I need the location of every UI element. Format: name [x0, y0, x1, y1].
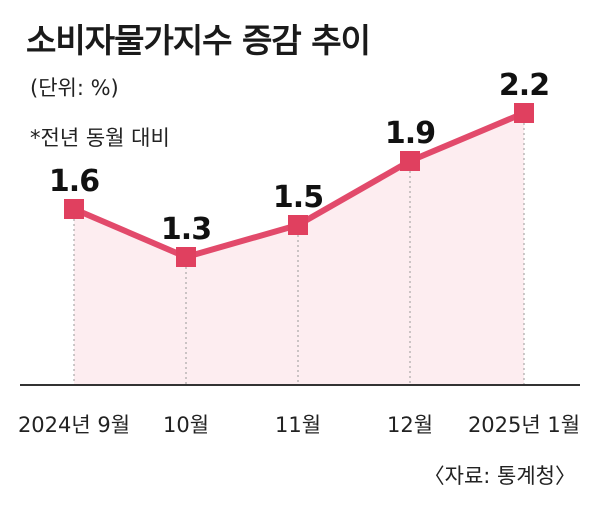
unit-label: (단위: %) [30, 76, 119, 100]
data-label-2: 1.5 [273, 180, 323, 215]
x-tick-labels: 2024년 9월 10월 11월 12월 2025년 1월 [18, 413, 580, 437]
x-tick-label-1: 10월 [163, 413, 209, 437]
chart-title: 소비자물가지수 증감 추이 [26, 21, 371, 60]
data-label-1: 1.3 [161, 212, 211, 247]
drop-lines [73, 113, 525, 385]
data-point-3 [400, 151, 420, 171]
x-tick-label-4: 2025년 1월 [468, 413, 580, 437]
x-tick-label-0: 2024년 9월 [18, 413, 130, 437]
data-label-0: 1.6 [49, 164, 99, 199]
data-point-0 [64, 199, 84, 219]
x-tick-label-3: 12월 [387, 413, 433, 437]
x-tick-label-2: 11월 [275, 413, 321, 437]
note-label: *전년 동월 대비 [30, 126, 170, 150]
data-point-2 [288, 215, 308, 235]
data-labels: 1.6 1.3 1.5 1.9 2.2 [49, 68, 550, 247]
markers [64, 103, 534, 267]
data-label-4: 2.2 [499, 68, 549, 103]
data-point-1 [176, 247, 196, 267]
area-fill [74, 113, 524, 385]
data-label-3: 1.9 [385, 116, 435, 151]
data-point-4 [514, 103, 534, 123]
source-label: 〈자료: 통계청〉 [423, 464, 576, 488]
